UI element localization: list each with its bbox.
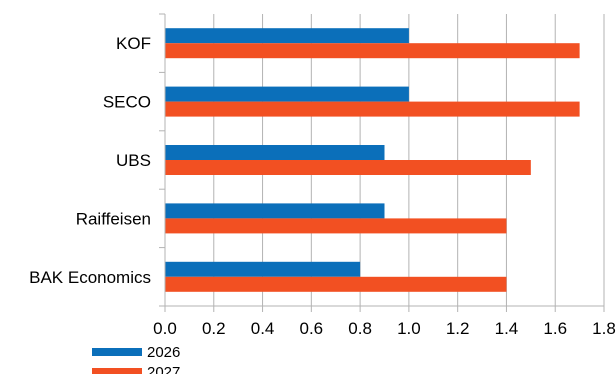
bar-2026-bak-economics: [165, 261, 361, 277]
legend-label: 2027: [147, 364, 180, 374]
x-tick-label: 1.0: [397, 319, 421, 338]
x-tick-labels: 0.0 0.2 0.4 0.6 0.8 1.0 1.2 1.4 1.6 1.8: [153, 319, 616, 338]
x-tick-label: 0.6: [300, 319, 324, 338]
x-tick-label: 1.2: [446, 319, 470, 338]
bar-2026-raiffeisen: [165, 203, 385, 219]
x-tick-label: 0.0: [153, 319, 177, 338]
bar-2026-kof: [165, 28, 409, 44]
x-tick-label: 0.8: [348, 319, 372, 338]
category-label: BAK Economics: [29, 268, 151, 287]
bar-2027-kof: [165, 43, 580, 59]
x-tick-label: 0.2: [202, 319, 226, 338]
category-label: SECO: [103, 93, 151, 112]
x-tick-label: 1.8: [592, 319, 616, 338]
x-tick-label: 1.4: [495, 319, 519, 338]
axes: [159, 13, 605, 312]
category-label: Raiffeisen: [76, 209, 151, 228]
x-tick-label: 0.4: [251, 319, 275, 338]
legend-swatch-2026: [92, 348, 142, 356]
legend-swatch-2027: [92, 368, 142, 374]
bar-2026-ubs: [165, 145, 385, 160]
bars: [165, 28, 580, 292]
bar-2027-ubs: [165, 160, 531, 175]
bar-2027-bak-economics: [165, 276, 507, 292]
legend: 2026 2027: [92, 344, 180, 374]
bar-2027-seco: [165, 101, 580, 117]
x-tick-label: 1.6: [543, 319, 567, 338]
bar-2027-raiffeisen: [165, 218, 507, 234]
category-label: KOF: [116, 34, 151, 53]
legend-label: 2026: [147, 344, 180, 361]
bar-2026-seco: [165, 86, 409, 102]
category-label: UBS: [116, 151, 151, 170]
category-labels: KOF SECO UBS Raiffeisen BAK Economics: [29, 34, 151, 287]
